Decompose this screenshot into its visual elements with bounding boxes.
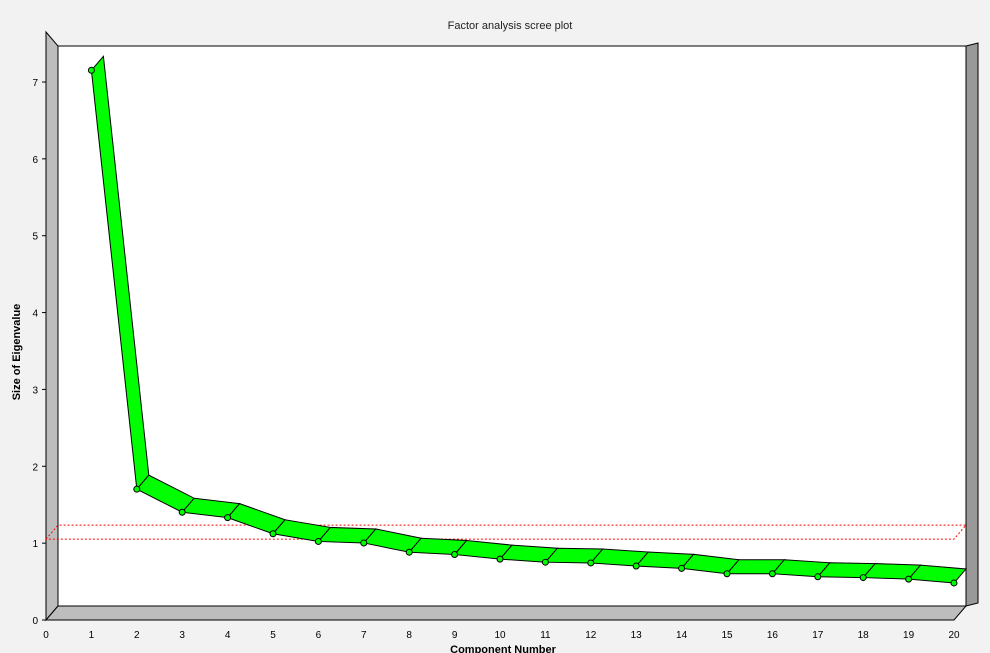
x-tick-label: 1 xyxy=(89,630,95,641)
series-points-layer xyxy=(87,66,958,587)
data-point xyxy=(632,562,640,570)
x-tick-label: 4 xyxy=(225,630,231,641)
x-tick-label: 20 xyxy=(948,630,960,641)
x-tick-label: 17 xyxy=(812,630,824,641)
data-point xyxy=(768,570,776,578)
right-edge xyxy=(965,42,979,607)
y-tick-label: 3 xyxy=(32,385,38,396)
data-point xyxy=(314,537,322,545)
x-tick-label: 3 xyxy=(179,630,185,641)
y-axis-label: Size of Eigenvalue xyxy=(11,304,23,401)
plot-area xyxy=(57,45,967,607)
data-point xyxy=(859,574,867,582)
y-tick-label: 6 xyxy=(32,155,38,166)
data-point xyxy=(133,485,141,493)
x-tick-label: 6 xyxy=(316,630,322,641)
data-point xyxy=(814,573,822,581)
data-point xyxy=(405,548,413,556)
x-axis-ticks: 0 1 2 3 4 5 6 7 8 9 10 11 12 13 14 15 16 17 18 19 20 xyxy=(43,630,960,641)
x-tick-label: 11 xyxy=(540,630,551,641)
chart-title: Factor analysis scree plot xyxy=(448,20,573,32)
y-tick-label: 1 xyxy=(32,539,38,550)
floor xyxy=(44,605,968,621)
series-ribbon-layer xyxy=(90,55,968,584)
x-tick-label: 2 xyxy=(134,630,140,641)
x-tick-label: 18 xyxy=(858,630,870,641)
x-tick-label: 15 xyxy=(721,630,733,641)
data-point xyxy=(496,555,504,563)
data-point xyxy=(587,559,595,567)
y-axis-ticks: 0 1 2 3 4 5 6 7 xyxy=(32,78,46,627)
y-tick-label: 5 xyxy=(32,232,38,243)
x-axis-label: Component Number xyxy=(450,644,556,653)
data-point xyxy=(950,579,958,587)
x-tick-label: 12 xyxy=(585,630,597,641)
x-tick-label: 19 xyxy=(903,630,915,641)
y-tick-label: 0 xyxy=(32,616,38,627)
data-point xyxy=(178,508,186,516)
x-tick-label: 0 xyxy=(43,630,49,641)
x-tick-label: 9 xyxy=(452,630,458,641)
series-segment xyxy=(907,564,968,584)
x-tick-label: 5 xyxy=(270,630,276,641)
x-tick-label: 14 xyxy=(676,630,688,641)
data-point xyxy=(360,539,368,547)
x-tick-label: 13 xyxy=(631,630,643,641)
data-point xyxy=(269,530,277,538)
data-point xyxy=(87,66,95,74)
reference-line-layer xyxy=(44,524,968,540)
data-point xyxy=(678,564,686,572)
x-tick-label: 8 xyxy=(406,630,412,641)
x-tick-label: 16 xyxy=(767,630,779,641)
y-tick-label: 2 xyxy=(32,462,38,473)
data-point xyxy=(451,551,459,559)
data-point xyxy=(541,558,549,566)
y-tick-label: 7 xyxy=(32,78,38,89)
x-tick-label: 7 xyxy=(361,630,367,641)
chart-frame xyxy=(44,30,979,622)
reference-line xyxy=(44,524,968,540)
x-tick-label: 10 xyxy=(494,630,506,641)
y-tick-label: 4 xyxy=(32,309,38,320)
data-point xyxy=(224,514,232,522)
data-point xyxy=(723,570,731,578)
data-point xyxy=(905,575,913,583)
